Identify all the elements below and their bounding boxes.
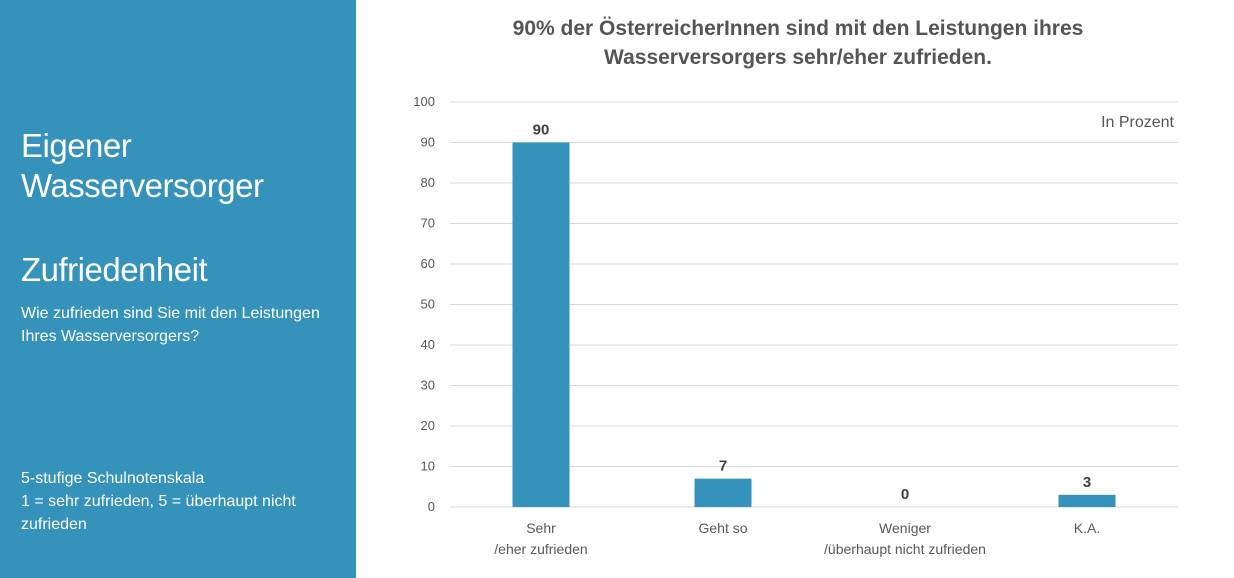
y-tick-label: 20 bbox=[421, 418, 435, 433]
x-category-label: Geht so bbox=[698, 520, 747, 536]
sidebar-title: Eigener Wasserversorger bbox=[21, 126, 264, 206]
bar bbox=[1058, 494, 1116, 507]
data-label: 7 bbox=[719, 458, 727, 475]
y-tick-label: 90 bbox=[421, 135, 435, 150]
scale-line-2: 1 = sehr zufrieden, 5 = überhaupt nicht … bbox=[21, 493, 296, 533]
data-label: 90 bbox=[533, 122, 550, 139]
y-tick-label: 60 bbox=[421, 256, 435, 271]
data-label: 0 bbox=[901, 486, 909, 503]
x-category-label: /überhaupt nicht zufrieden bbox=[824, 541, 986, 557]
x-category-label: Sehr bbox=[526, 520, 556, 536]
x-category-label: /eher zufrieden bbox=[494, 541, 587, 557]
unit-label: In Prozent bbox=[1101, 114, 1174, 131]
data-label: 3 bbox=[1083, 474, 1091, 491]
bar bbox=[512, 142, 570, 507]
sidebar-title-line2: Wasserversorger bbox=[21, 167, 264, 204]
y-tick-label: 10 bbox=[421, 459, 435, 474]
y-tick-label: 80 bbox=[421, 175, 435, 190]
scale-line-1: 5-stufige Schulnotenskala bbox=[21, 470, 205, 487]
sidebar-subtitle: Zufriedenheit bbox=[21, 251, 208, 288]
survey-question: Wie zufrieden sind Sie mit den Leistunge… bbox=[21, 305, 320, 345]
y-tick-label: 100 bbox=[413, 94, 435, 109]
y-tick-label: 30 bbox=[421, 378, 435, 393]
sidebar-title-line1: Eigener bbox=[21, 127, 132, 164]
y-tick-label: 0 bbox=[428, 499, 435, 514]
y-tick-label: 40 bbox=[421, 337, 435, 352]
y-tick-label: 50 bbox=[421, 297, 435, 312]
sidebar-panel: Eigener Wasserversorger Zufriedenheit Wi… bbox=[0, 0, 356, 578]
bar bbox=[694, 478, 752, 507]
chart-title: 90% der ÖsterreicherInnen sind mit den L… bbox=[512, 17, 1084, 69]
scale-description: 5-stufige Schulnotenskala 1 = sehr zufri… bbox=[21, 467, 341, 536]
x-category-label: K.A. bbox=[1074, 520, 1100, 536]
x-category-label: Weniger bbox=[879, 520, 931, 536]
y-tick-label: 70 bbox=[421, 216, 435, 231]
